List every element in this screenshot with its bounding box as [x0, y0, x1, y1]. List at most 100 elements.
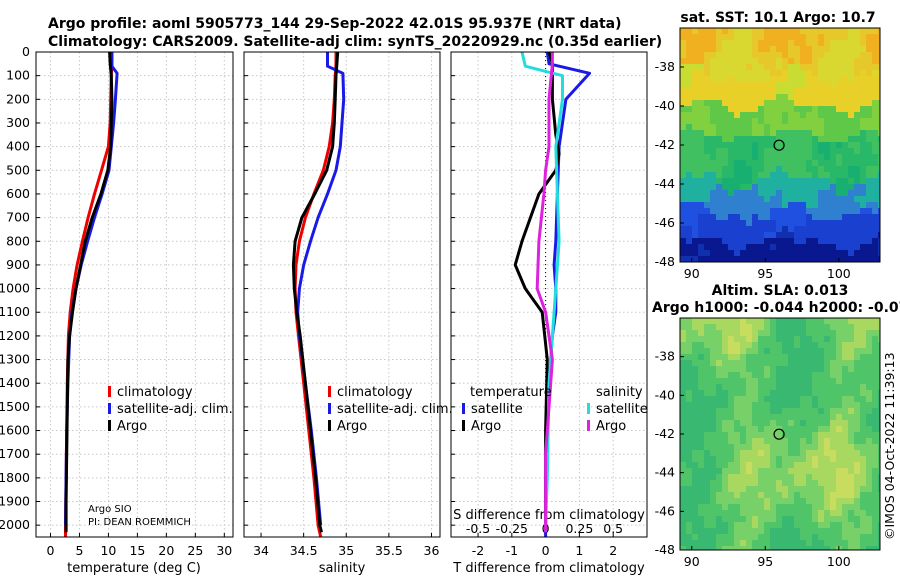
map-cell: [788, 142, 795, 149]
map-cell: [788, 112, 795, 119]
map-cell: [824, 70, 831, 77]
map-cell: [878, 172, 881, 179]
map-cell: [776, 46, 783, 53]
map-cell: [794, 546, 801, 551]
map-cell: [854, 148, 861, 155]
map-cell: [770, 94, 777, 101]
map-cell: [728, 58, 735, 65]
map-cell: [752, 76, 759, 83]
map-cell: [686, 468, 693, 475]
map-cell: [740, 540, 747, 547]
map-cell: [770, 444, 777, 451]
map-cell: [818, 40, 825, 47]
map-cell: [740, 100, 747, 107]
map-cell: [680, 504, 687, 511]
map-cell: [866, 510, 873, 517]
map-cell: [860, 414, 867, 421]
map-cell: [866, 498, 873, 505]
map-cell: [758, 540, 765, 547]
map-cell: [842, 34, 849, 41]
map-cell: [698, 546, 705, 551]
map-cell: [752, 516, 759, 523]
map-cell: [692, 148, 699, 155]
map-cell: [698, 70, 705, 77]
map-cell: [788, 366, 795, 373]
map-cell: [752, 250, 759, 257]
map-cell: [860, 148, 867, 155]
map-cell: [704, 384, 711, 391]
map-cell: [680, 324, 687, 331]
map-cell: [824, 112, 831, 119]
map-cell: [794, 486, 801, 493]
map-cell: [758, 88, 765, 95]
map-cell: [836, 336, 843, 343]
map-cell: [752, 546, 759, 551]
map-cell: [788, 420, 795, 427]
map-cell: [782, 360, 789, 367]
map-cell: [848, 244, 855, 251]
map-cell: [830, 408, 837, 415]
map-cell: [854, 160, 861, 167]
map-cell: [704, 250, 711, 257]
map-cell: [800, 384, 807, 391]
map-cell: [680, 396, 687, 403]
map-cell: [848, 232, 855, 239]
map-cell: [680, 360, 687, 367]
map-cell: [770, 190, 777, 197]
map-cell: [806, 540, 813, 547]
map-cell: [830, 336, 837, 343]
map-cell: [728, 202, 735, 209]
map-cell: [722, 52, 729, 59]
map-cell: [752, 342, 759, 349]
map-cell: [782, 438, 789, 445]
map-cell: [710, 208, 717, 215]
map-cell: [794, 510, 801, 517]
map-cell: [734, 244, 741, 251]
map-cell: [878, 136, 881, 143]
map-cell: [764, 330, 771, 337]
map-cell: [698, 184, 705, 191]
map-cell: [758, 154, 765, 161]
map-cell: [842, 498, 849, 505]
map-cell: [764, 244, 771, 251]
map-cell: [860, 324, 867, 331]
map-cell: [860, 342, 867, 349]
map-cell: [704, 232, 711, 239]
map-cell: [722, 190, 729, 197]
map-cell: [734, 330, 741, 337]
map-cell: [704, 208, 711, 215]
map-cell: [758, 76, 765, 83]
map-cell: [782, 172, 789, 179]
map-cell: [698, 142, 705, 149]
map-cell: [788, 402, 795, 409]
map-cell: [686, 40, 693, 47]
map-cell: [794, 70, 801, 77]
map-cell: [734, 70, 741, 77]
map-cell: [704, 342, 711, 349]
map-cell: [800, 202, 807, 209]
map-cell: [764, 414, 771, 421]
map-cell: [842, 504, 849, 511]
map-cell: [716, 330, 723, 337]
legend-temp-argo-label: Argo: [471, 419, 501, 434]
map-cell: [872, 480, 879, 487]
map-cell: [842, 342, 849, 349]
map-cell: [788, 504, 795, 511]
map-cell: [848, 528, 855, 535]
map-cell: [764, 160, 771, 167]
map-cell: [794, 106, 801, 113]
map-cell: [824, 214, 831, 221]
map-cell: [698, 238, 705, 245]
map-cell: [878, 432, 881, 439]
map-cell: [758, 172, 765, 179]
map-cell: [848, 124, 855, 131]
map-cell: [686, 426, 693, 433]
map-cell: [716, 384, 723, 391]
map-cell: [770, 244, 777, 251]
map-cell: [818, 112, 825, 119]
map-cell: [698, 40, 705, 47]
map-cell: [848, 318, 855, 325]
map-cell: [800, 52, 807, 59]
map-cell: [752, 154, 759, 161]
map-cell: [692, 256, 699, 263]
